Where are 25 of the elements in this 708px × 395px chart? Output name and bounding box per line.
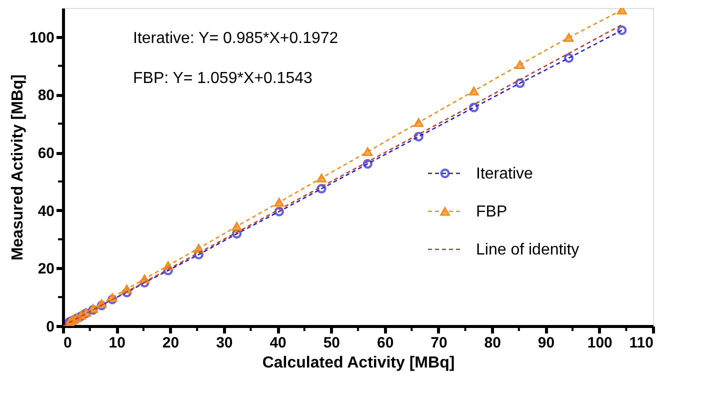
x-tick-label: 90	[538, 334, 555, 352]
x-tick-label: 110	[629, 334, 654, 352]
x-tick-label: 100	[587, 334, 612, 352]
x-tick-label: 40	[270, 334, 286, 352]
x-tick-label: 50	[323, 334, 340, 352]
x-tick-label: 10	[108, 334, 126, 352]
annotation: FBP: Y= 1.059*X+0.1543	[133, 70, 312, 87]
x-axis-title: Calculated Activity [MBq]	[262, 354, 455, 372]
y-tick-label: 60	[38, 145, 54, 162]
legend-label: Line of identity	[476, 241, 580, 258]
x-tick-label: 60	[376, 334, 394, 352]
legend-label: FBP	[476, 203, 508, 220]
y-tick-label: 100	[29, 29, 54, 46]
y-tick-label: 0	[46, 318, 54, 336]
x-tick-label: 80	[484, 334, 501, 352]
y-tick-label: 40	[38, 202, 54, 220]
x-tick-label: 0	[64, 334, 72, 352]
legend-label: Iterative	[476, 165, 534, 182]
y-axis-title: Measured Activity [MBq]	[9, 74, 26, 261]
y-tick-label: 20	[38, 260, 54, 278]
x-tick-label: 20	[162, 334, 180, 352]
annotation: Iterative: Y= 0.985*X+0.1972	[133, 30, 338, 47]
x-tick-label: 30	[216, 334, 233, 352]
y-tick-label: 80	[38, 87, 54, 104]
x-tick-label: 70	[430, 334, 448, 352]
